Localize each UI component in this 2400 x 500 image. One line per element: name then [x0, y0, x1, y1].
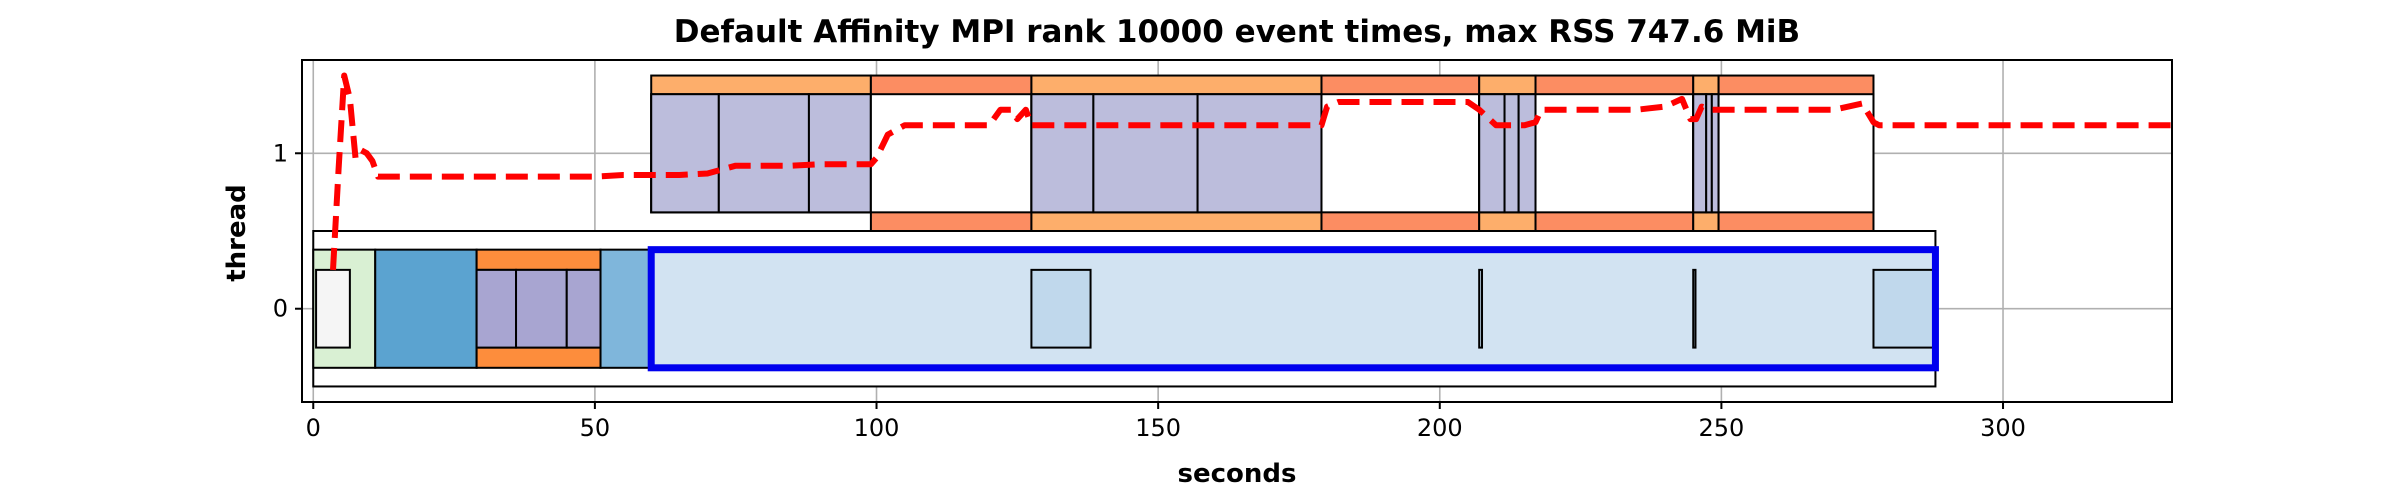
thread1-event-block	[1196, 93, 1323, 214]
thread1-event-block	[807, 93, 872, 214]
x-tick-label: 100	[854, 414, 900, 442]
thread1-event-block	[650, 93, 720, 214]
axes-border	[301, 59, 2173, 403]
thread0-event-block	[315, 268, 351, 349]
x-tick-label: 50	[580, 414, 611, 442]
highlight-box	[647, 246, 1939, 372]
thread0-event-block	[374, 248, 478, 369]
thread1-event-block	[1534, 93, 1695, 214]
x-tick-label: 150	[1135, 414, 1181, 442]
thread0-event-block	[1872, 268, 1937, 349]
x-tick-label: 0	[306, 414, 321, 442]
chart-title: Default Affinity MPI rank 10000 event ti…	[674, 14, 1800, 50]
thread0-event-block	[475, 268, 518, 349]
thread0-event-block	[565, 268, 602, 349]
thread0-event-block	[650, 248, 1937, 369]
rss-line	[330, 72, 2172, 271]
event-blocks	[312, 74, 1939, 388]
y-tick-label: 0	[273, 295, 288, 323]
x-tick-label: 200	[1417, 414, 1463, 442]
thread0-event-block	[1692, 268, 1697, 349]
axis-ticks: 0 50 100 150 200 250 300 0 1	[273, 139, 2026, 442]
x-tick-label: 250	[1698, 414, 1744, 442]
thread1-event-block	[1503, 93, 1520, 214]
y-tick-label: 1	[273, 139, 288, 167]
thread1-event-block	[1320, 93, 1481, 214]
x-tick-label: 300	[1980, 414, 2026, 442]
x-axis-label: seconds	[1178, 459, 1297, 489]
axes-frame	[301, 59, 2173, 403]
y-axis-label: thread	[222, 184, 252, 282]
thread1-event-block	[1092, 93, 1199, 214]
thread0-event-block	[1478, 268, 1484, 349]
thread1-event-block	[1517, 93, 1537, 214]
thread0-event-block	[515, 268, 568, 349]
thread0-event-block	[1030, 268, 1092, 349]
thread0-event-block	[599, 248, 653, 369]
thread1-event-block	[717, 93, 810, 214]
rss-series	[330, 72, 2172, 271]
thread1-event-block	[1717, 93, 1875, 214]
thread1-event-block	[1030, 93, 1095, 214]
thread1-event-block	[869, 93, 1033, 214]
